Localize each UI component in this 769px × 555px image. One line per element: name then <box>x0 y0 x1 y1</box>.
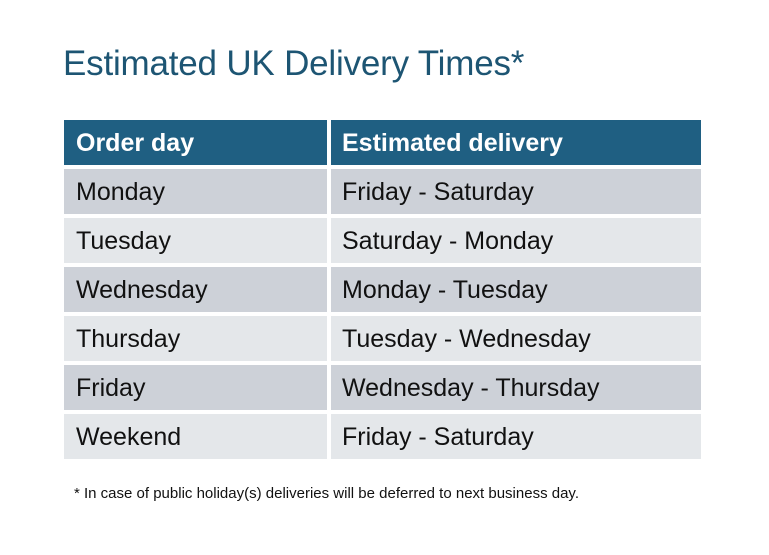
table-row: Wednesday Monday - Tuesday <box>64 267 701 312</box>
delivery-cell: Tuesday - Wednesday <box>331 316 701 361</box>
table-row: Monday Friday - Saturday <box>64 169 701 214</box>
order-day-cell: Weekend <box>64 414 327 459</box>
footnote: * In case of public holiday(s) deliverie… <box>74 485 579 502</box>
table-row: Tuesday Saturday - Monday <box>64 218 701 263</box>
delivery-cell: Friday - Saturday <box>331 414 701 459</box>
order-day-cell: Thursday <box>64 316 327 361</box>
header-order-day: Order day <box>64 120 327 165</box>
table-row: Weekend Friday - Saturday <box>64 414 701 459</box>
order-day-cell: Wednesday <box>64 267 327 312</box>
delivery-cell: Saturday - Monday <box>331 218 701 263</box>
delivery-cell: Friday - Saturday <box>331 169 701 214</box>
page-title: Estimated UK Delivery Times* <box>63 44 525 83</box>
order-day-cell: Friday <box>64 365 327 410</box>
order-day-cell: Monday <box>64 169 327 214</box>
header-estimated-delivery: Estimated delivery <box>331 120 701 165</box>
delivery-cell: Monday - Tuesday <box>331 267 701 312</box>
delivery-cell: Wednesday - Thursday <box>331 365 701 410</box>
delivery-table: Order day Estimated delivery Monday Frid… <box>64 120 701 463</box>
table-row: Thursday Tuesday - Wednesday <box>64 316 701 361</box>
order-day-cell: Tuesday <box>64 218 327 263</box>
table-row: Friday Wednesday - Thursday <box>64 365 701 410</box>
table-header: Order day Estimated delivery <box>64 120 701 165</box>
